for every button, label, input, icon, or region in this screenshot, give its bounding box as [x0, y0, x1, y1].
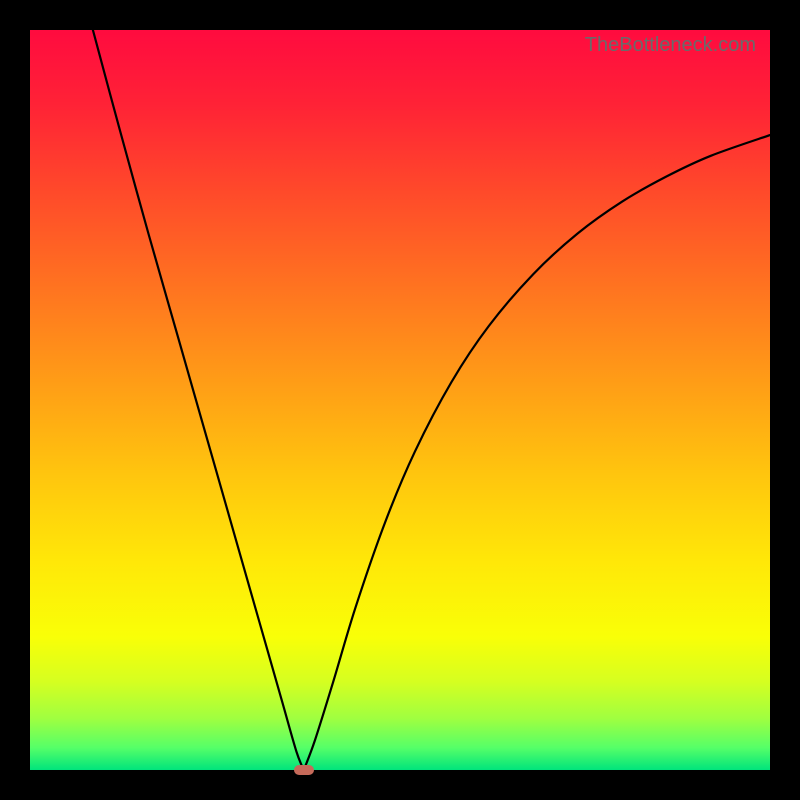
- bottleneck-curve-layer: [30, 30, 770, 770]
- optimal-point-marker: [294, 765, 314, 775]
- bottleneck-curve-right: [304, 135, 770, 770]
- bottleneck-curve-left: [93, 30, 304, 770]
- chart-frame: TheBottleneck.com: [0, 0, 800, 800]
- watermark-text: TheBottleneck.com: [585, 34, 756, 57]
